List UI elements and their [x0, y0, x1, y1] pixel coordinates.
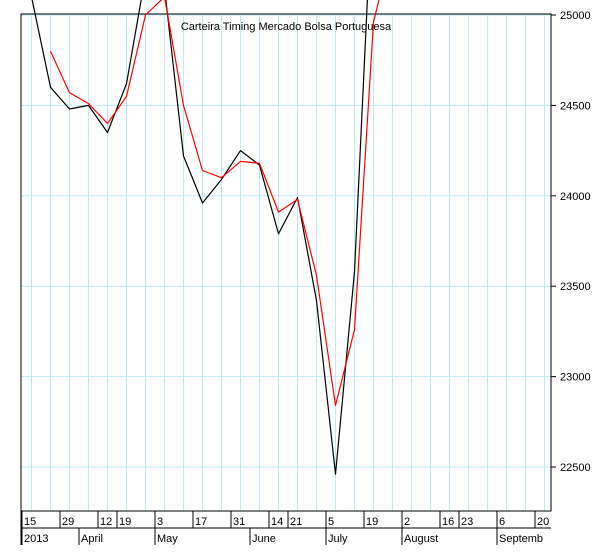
y-tick-label: 24500 [560, 100, 591, 112]
x-tick-label: 3 [157, 516, 163, 528]
y-tick-label: 24000 [560, 191, 591, 203]
x-period-label: August [404, 533, 438, 545]
x-period-label: July [328, 533, 348, 545]
x-period-label: June [252, 533, 276, 545]
series-layer [31, 0, 380, 475]
x-tick-label: 19 [366, 516, 378, 528]
x-tick-label: 15 [24, 516, 36, 528]
x-tick-label: 29 [62, 516, 74, 528]
x-tick-label: 20 [537, 516, 549, 528]
x-tick-label: 31 [233, 516, 245, 528]
y-tick-label: 22500 [560, 462, 591, 474]
series-line-2 [49, 0, 380, 407]
plot-area [21, 14, 551, 511]
x-tick-label: 16 [442, 516, 454, 528]
x-tick-label: 21 [290, 516, 302, 528]
x-period-label: May [157, 533, 178, 545]
plot-border [20, 13, 552, 512]
x-tick-label: 6 [499, 516, 505, 528]
y-tick-label: 23000 [560, 372, 591, 384]
x-tick-label: 23 [461, 516, 473, 528]
y-tick-label: 25000 [560, 10, 591, 22]
x-period-label: Septemb [499, 533, 543, 545]
x-tick-label: 12 [100, 516, 112, 528]
x-period-label: 2013 [24, 533, 48, 545]
x-tick-label: 2 [404, 516, 410, 528]
series-line-1 [31, 0, 368, 475]
x-axis: 15 29 12 19 3 17 31 14 21 5 19 2 16 23 6 20 2013 April May… [20, 511, 551, 545]
x-tick-label: 5 [328, 516, 334, 528]
chart-title: Carteira Timing Mercado Bolsa Portuguesa [181, 21, 392, 33]
x-tick-label: 14 [271, 516, 283, 528]
x-tick-label: 19 [119, 516, 131, 528]
y-tick-label: 23500 [560, 281, 591, 293]
x-period-label: April [81, 533, 103, 545]
x-tick-label: 17 [195, 516, 207, 528]
y-axis: 2250023000235002400024500250002550026000… [551, 10, 591, 474]
